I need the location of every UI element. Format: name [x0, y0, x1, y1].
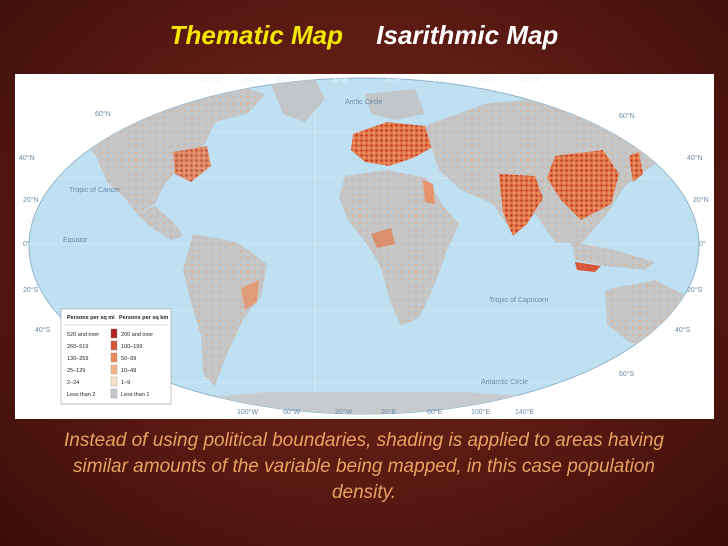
legend-swatch	[110, 376, 118, 387]
svg-text:Persons per sq km: Persons per sq km	[119, 315, 168, 321]
legend-swatch	[110, 352, 118, 363]
svg-text:40°N: 40°N	[687, 154, 703, 162]
svg-text:40°S: 40°S	[35, 326, 51, 334]
svg-text:140°E: 140°E	[515, 408, 534, 416]
svg-text:40°S: 40°S	[675, 326, 691, 334]
legend-mi-label: 260–519	[67, 344, 88, 350]
legend-swatch	[110, 340, 118, 351]
circle-labels: Arctic Circle Tropic of Cancer Equator T…	[63, 99, 548, 386]
svg-text:60°E: 60°E	[433, 76, 449, 84]
world-map-svg: 140°W 100°W 60°W 20°W 20°E 60°E 100°E 14…	[19, 76, 709, 416]
legend-km-label: Less than 1	[121, 392, 149, 398]
svg-text:60°N: 60°N	[95, 110, 111, 118]
svg-text:Persons per sq mi: Persons per sq mi	[67, 315, 115, 321]
svg-text:20°W: 20°W	[335, 408, 353, 416]
legend-km-label: 10–49	[121, 368, 136, 374]
svg-text:0°: 0°	[699, 240, 706, 248]
arctic-circle-label: Arctic Circle	[345, 99, 382, 106]
svg-text:100°W: 100°W	[243, 76, 264, 84]
svg-text:100°W: 100°W	[237, 408, 258, 416]
europe	[351, 122, 435, 166]
title-isarithmic-map: Isarithmic Map	[376, 20, 559, 50]
legend-mi-label: 25–129	[67, 368, 85, 374]
legend-swatch	[110, 364, 118, 375]
svg-text:20°N: 20°N	[23, 196, 39, 204]
title-thematic-map: Thematic Map	[169, 20, 344, 50]
svg-text:60°W: 60°W	[283, 408, 301, 416]
svg-text:20°N: 20°N	[693, 196, 709, 204]
svg-text:140°W: 140°W	[200, 76, 221, 84]
svg-text:60°E: 60°E	[427, 408, 443, 416]
svg-text:20°E: 20°E	[385, 76, 401, 84]
legend-swatch	[110, 328, 118, 339]
svg-text:100°E: 100°E	[471, 408, 490, 416]
china-dense-region	[547, 150, 619, 220]
right-latitude-labels: 60°N 40°N 20°N 0° 20°S 40°S 60°S	[619, 112, 709, 378]
svg-text:0°: 0°	[23, 240, 30, 248]
equator-label: Equator	[63, 237, 88, 244]
legend-mi-label: 2–24	[67, 380, 79, 386]
svg-text:20°S: 20°S	[687, 286, 703, 294]
population-density-map: 140°W 100°W 60°W 20°W 20°E 60°E 100°E 14…	[15, 74, 714, 419]
legend-mi-label: Less than 2	[67, 392, 95, 398]
svg-text:100°E: 100°E	[477, 76, 496, 84]
tropic-of-capricorn-label: Tropic of Capricorn	[489, 297, 548, 304]
left-latitude-labels: 40°N 20°N 0° 20°S 40°S 60°N	[19, 110, 111, 334]
svg-text:20°W: 20°W	[331, 76, 349, 84]
top-longitude-labels: 140°W 100°W 60°W 20°W 20°E 60°E 100°E 14…	[200, 76, 540, 84]
legend-km-label: 200 and over	[121, 332, 153, 338]
map-legend: Persons per sq mi Persons per sq km 520 …	[60, 308, 172, 405]
legend-swatch	[110, 388, 118, 399]
legend-km-label: 50–99	[121, 356, 136, 362]
svg-text:40°N: 40°N	[19, 154, 35, 162]
svg-text:20°S: 20°S	[23, 286, 39, 294]
legend-km-label: 1–9	[121, 380, 130, 386]
legend-km-label: 100–199	[121, 344, 142, 350]
greenland	[270, 79, 325, 122]
tropic-of-cancer-label: Tropic of Cancer	[69, 187, 121, 194]
slide-title: Thematic Map Isarithmic Map	[0, 20, 728, 51]
svg-text:60°S: 60°S	[619, 370, 635, 378]
africa	[339, 170, 459, 326]
slide-caption: Instead of using political boundaries, s…	[64, 430, 664, 503]
antarctic-circle-label: Antarctic Circle	[481, 379, 528, 386]
svg-text:140°E: 140°E	[521, 76, 540, 84]
bottom-longitude-labels: 100°W 60°W 20°W 20°E 60°E 100°E 140°E	[237, 408, 534, 416]
svg-text:20°E: 20°E	[381, 408, 397, 416]
legend-mi-label: 130–259	[67, 356, 88, 362]
svg-text:60°N: 60°N	[619, 112, 635, 120]
india-dense-region	[499, 174, 543, 236]
south-america	[183, 234, 267, 386]
svg-text:60°W: 60°W	[277, 76, 295, 84]
legend-mi-label: 520 and over	[67, 332, 99, 338]
